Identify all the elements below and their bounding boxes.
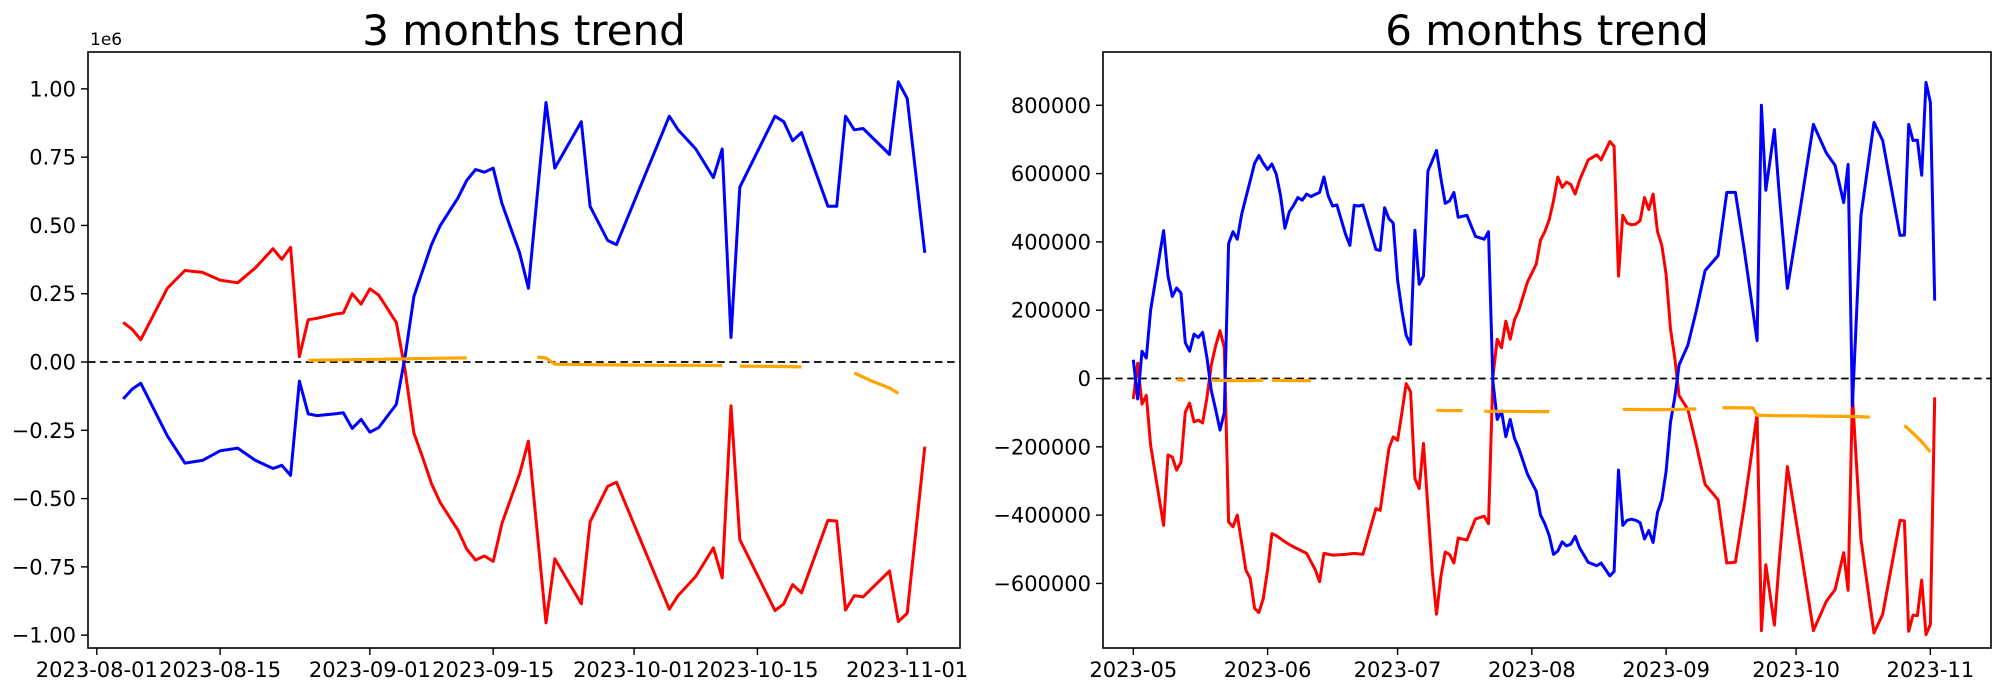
series-orange-line: [537, 355, 723, 368]
series-orange-line: [308, 356, 467, 362]
series-red-line: [1131, 140, 1937, 637]
x-axis-tick-label: 2023-10-01: [573, 658, 695, 682]
y-axis-tick-label: 400000: [1011, 230, 1091, 254]
x-axis-tick-label: 2023-09: [1622, 658, 1710, 682]
axes-box: [1102, 51, 1992, 649]
axes-box: [87, 51, 961, 649]
y-axis-tick-label: −0.75: [12, 555, 76, 579]
x-axis-tick-label: 2023-11-01: [846, 658, 968, 682]
x-axis-tick-label: 2023-10: [1752, 658, 1840, 682]
y-axis-tick-label: 1.00: [29, 77, 76, 101]
x-axis-tick-label: 2023-07: [1354, 658, 1442, 682]
series-orange-line: [739, 364, 802, 369]
series-red-line: [122, 245, 927, 625]
y-axis-tick-label: 800000: [1011, 94, 1091, 118]
y-axis-tick-label: 0.25: [29, 282, 76, 306]
x-axis-tick-label: 2023-09-01: [309, 658, 431, 682]
y-axis-tick-label: 0.75: [29, 146, 76, 170]
left-chart-title: 3 months trend: [362, 6, 686, 55]
x-axis-tick-label: 2023-09-15: [432, 658, 554, 682]
y-axis-tick-label: 200000: [1011, 299, 1091, 323]
y-axis-tick-label: −600000: [993, 572, 1091, 596]
x-axis-tick-label: 2023-08-15: [159, 658, 281, 682]
right-chart-6-months: 800000 600000 400000 200000 0 −200000 −400000 −…: [993, 51, 1992, 682]
x-axis-tick-label: 2023-08-01: [36, 658, 158, 682]
series-orange-line: [1622, 407, 1697, 412]
y-axis-tick-label: −400000: [993, 504, 1091, 528]
y-axis-tick-label: −0.25: [12, 419, 76, 443]
x-axis-tick-label: 2023-06: [1224, 658, 1312, 682]
y-axis-tick-label: −200000: [993, 435, 1091, 459]
series-orange-line: [1903, 424, 1932, 454]
y-axis-tick-label: 600000: [1011, 162, 1091, 186]
plot-lines: [122, 80, 927, 625]
y-axis-tick-label: −0.50: [12, 487, 76, 511]
series-orange-line: [1722, 406, 1870, 419]
y-axis-offset-label: 1e6: [90, 30, 122, 50]
plot-lines: [1131, 80, 1937, 637]
x-axis-tick-label: 2023-08: [1488, 658, 1576, 682]
right-chart-title: 6 months trend: [1385, 6, 1709, 55]
series-blue-line: [1131, 80, 1937, 578]
y-axis-tick-label: 0: [1078, 367, 1091, 391]
x-axis-tick-label: 2023-05: [1089, 658, 1177, 682]
left-chart-3-months: 1.00 0.75 0.50 0.25 0.00 −0.25 −0.50 −0.75 −1.00…: [12, 30, 969, 682]
series-blue-line: [122, 80, 927, 477]
x-axis-tick-label: 2023-10-15: [696, 658, 818, 682]
y-axis-tick-label: −1.00: [12, 624, 76, 648]
y-axis-tick-label: 0.00: [29, 351, 76, 375]
y-axis-tick-label: 0.50: [29, 214, 76, 238]
x-axis-tick-label: 2023-11: [1886, 658, 1974, 682]
series-orange-line: [853, 371, 900, 395]
